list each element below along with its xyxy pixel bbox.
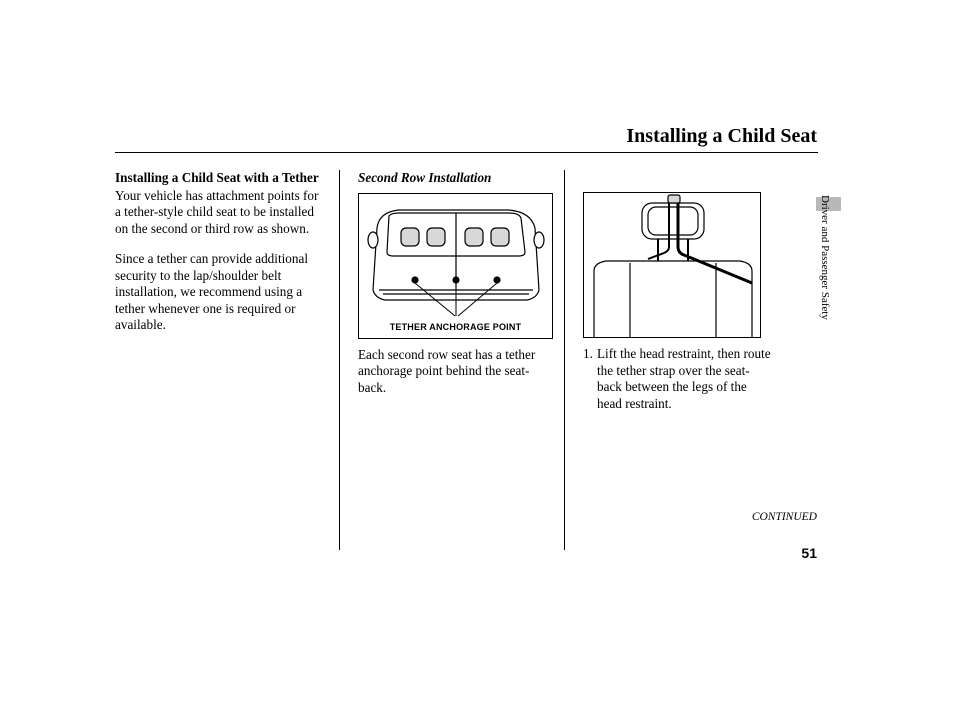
continued-label: CONTINUED (752, 511, 817, 523)
col2-heading: Second Row Installation (358, 170, 546, 187)
column-2: Second Row Installation (340, 170, 565, 550)
tether-anchorage-diagram (359, 194, 553, 339)
page-number: 51 (801, 545, 817, 561)
col1-para2: Since a tether can provide additional se… (115, 251, 321, 334)
figure-caption-label: TETHER ANCHORAGE POINT (359, 322, 552, 333)
step-1: 1. Lift the head restraint, then route t… (583, 346, 772, 412)
figure-tether-anchorage: TETHER ANCHORAGE POINT (358, 193, 553, 339)
manual-page: Installing a Child Seat Driver and Passe… (0, 0, 954, 710)
title-underline (115, 152, 818, 153)
col1-para1: Your vehicle has attachment points for a… (115, 188, 321, 238)
step-1-number: 1. (583, 346, 597, 412)
column-3: 1. Lift the head restraint, then route t… (565, 170, 790, 550)
col2-caption-text: Each second row seat has a tether anchor… (358, 347, 546, 397)
content-columns: Installing a Child Seat with a Tether Yo… (115, 170, 835, 550)
column-1: Installing a Child Seat with a Tether Yo… (115, 170, 340, 550)
head-restraint-diagram (584, 193, 761, 338)
col1-heading: Installing a Child Seat with a Tether (115, 170, 321, 187)
figure-head-restraint (583, 192, 761, 338)
page-title: Installing a Child Seat (626, 125, 817, 148)
step-1-text: Lift the head restraint, then route the … (597, 346, 772, 412)
